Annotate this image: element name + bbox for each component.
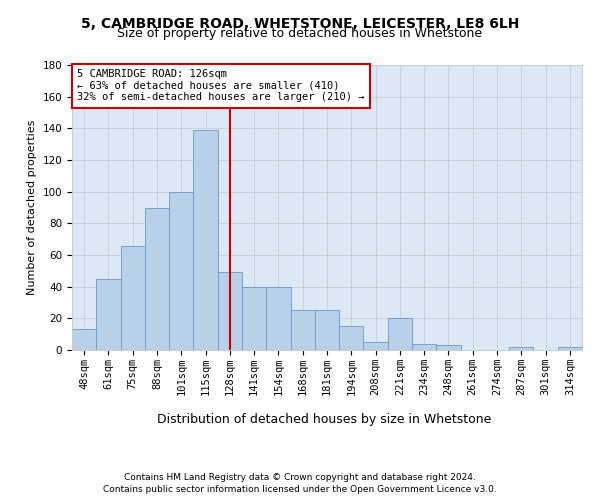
Bar	[290, 310, 315, 350]
Bar	[72, 330, 96, 350]
Y-axis label: Number of detached properties: Number of detached properties	[27, 120, 37, 295]
Bar	[242, 286, 266, 350]
Bar	[315, 310, 339, 350]
Bar	[388, 318, 412, 350]
Bar	[145, 208, 169, 350]
Bar	[339, 326, 364, 350]
Bar	[218, 272, 242, 350]
Bar	[364, 342, 388, 350]
Text: Contains public sector information licensed under the Open Government Licence v3: Contains public sector information licen…	[103, 485, 497, 494]
Bar	[509, 347, 533, 350]
Bar	[558, 347, 582, 350]
Text: Size of property relative to detached houses in Whetstone: Size of property relative to detached ho…	[118, 28, 482, 40]
Bar	[121, 246, 145, 350]
Text: 5 CAMBRIDGE ROAD: 126sqm
← 63% of detached houses are smaller (410)
32% of semi-: 5 CAMBRIDGE ROAD: 126sqm ← 63% of detach…	[77, 70, 365, 102]
Bar	[436, 346, 461, 350]
Text: 5, CAMBRIDGE ROAD, WHETSTONE, LEICESTER, LE8 6LH: 5, CAMBRIDGE ROAD, WHETSTONE, LEICESTER,…	[81, 18, 519, 32]
Text: Contains HM Land Registry data © Crown copyright and database right 2024.: Contains HM Land Registry data © Crown c…	[124, 472, 476, 482]
Bar	[96, 279, 121, 350]
Bar	[169, 192, 193, 350]
Text: Distribution of detached houses by size in Whetstone: Distribution of detached houses by size …	[157, 412, 491, 426]
Bar	[412, 344, 436, 350]
Bar	[266, 286, 290, 350]
Bar	[193, 130, 218, 350]
